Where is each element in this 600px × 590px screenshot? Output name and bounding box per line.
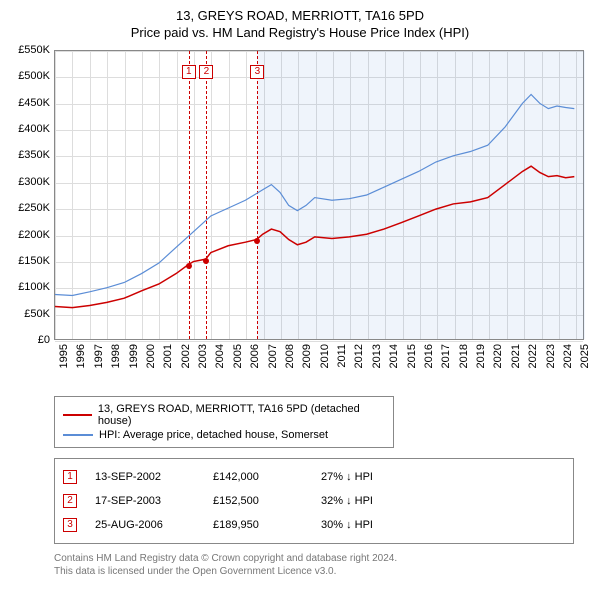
gridline-h	[55, 341, 583, 342]
x-axis-label: 2008	[284, 344, 296, 368]
x-axis-label: 2015	[406, 344, 418, 368]
x-axis-label: 2002	[180, 344, 192, 368]
chart-area: 123 £0 £50K £100K £150K £200K £250K £300K £350K…	[10, 46, 590, 386]
chart-title: 13, GREYS ROAD, MERRIOTT, TA16 5PD	[10, 8, 590, 23]
sale-marker-badge: 2	[63, 494, 77, 508]
sale-point	[186, 263, 192, 269]
x-axis-label: 2020	[492, 344, 504, 368]
y-axis-label: £400K	[10, 123, 50, 135]
x-axis-label: 2000	[145, 344, 157, 368]
legend-swatch	[63, 434, 93, 436]
chart-container: 13, GREYS ROAD, MERRIOTT, TA16 5PD Price…	[0, 0, 600, 586]
legend-label: HPI: Average price, detached house, Some…	[99, 429, 328, 441]
sale-hpi-diff: 32% ↓ HPI	[321, 495, 441, 507]
chart-legend: 13, GREYS ROAD, MERRIOTT, TA16 5PD (deta…	[54, 396, 394, 448]
y-axis-label: £200K	[10, 229, 50, 241]
y-axis-label: £250K	[10, 202, 50, 214]
sales-table: 1 13-SEP-2002 £142,000 27% ↓ HPI 2 17-SEP-200…	[54, 458, 574, 544]
y-axis-label: £450K	[10, 97, 50, 109]
y-axis-label: £100K	[10, 281, 50, 293]
x-axis-label: 2013	[371, 344, 383, 368]
x-axis-label: 2003	[197, 344, 209, 368]
x-axis-label: 2021	[510, 344, 522, 368]
x-axis-label: 2025	[579, 344, 591, 368]
sale-hpi-diff: 27% ↓ HPI	[321, 471, 441, 483]
x-axis-label: 2009	[301, 344, 313, 368]
legend-swatch	[63, 414, 92, 416]
x-axis-label: 2011	[336, 344, 348, 368]
sale-hpi-diff: 30% ↓ HPI	[321, 519, 441, 531]
x-axis-label: 2001	[162, 344, 174, 368]
y-axis-label: £0	[10, 334, 50, 346]
x-axis-label: 2022	[527, 344, 539, 368]
x-axis-label: 2006	[249, 344, 261, 368]
x-axis-label: 2007	[267, 344, 279, 368]
attribution-line: This data is licensed under the Open Gov…	[54, 565, 574, 578]
x-axis-label: 2023	[545, 344, 557, 368]
x-axis-label: 2010	[319, 344, 331, 368]
x-axis-label: 1998	[110, 344, 122, 368]
y-axis-label: £550K	[10, 44, 50, 56]
legend-item: 13, GREYS ROAD, MERRIOTT, TA16 5PD (deta…	[63, 402, 385, 428]
sale-point	[254, 238, 260, 244]
x-axis-label: 1999	[128, 344, 140, 368]
sale-price: £189,950	[213, 519, 303, 531]
chart-subtitle: Price paid vs. HM Land Registry's House …	[10, 25, 590, 40]
x-axis-label: 2005	[232, 344, 244, 368]
x-axis-label: 2017	[440, 344, 452, 368]
sale-date: 25-AUG-2006	[95, 519, 195, 531]
x-axis-label: 2019	[475, 344, 487, 368]
x-axis-label: 2016	[423, 344, 435, 368]
legend-item: HPI: Average price, detached house, Some…	[63, 428, 385, 442]
x-axis-label: 2012	[353, 344, 365, 368]
x-axis-label: 1996	[75, 344, 87, 368]
table-row: 2 17-SEP-2003 £152,500 32% ↓ HPI	[63, 489, 565, 513]
x-axis-label: 2024	[562, 344, 574, 368]
sale-point	[203, 258, 209, 264]
sale-price: £152,500	[213, 495, 303, 507]
series-line-hpi	[55, 94, 574, 295]
y-axis-label: £350K	[10, 149, 50, 161]
table-row: 1 13-SEP-2002 £142,000 27% ↓ HPI	[63, 465, 565, 489]
legend-label: 13, GREYS ROAD, MERRIOTT, TA16 5PD (deta…	[98, 403, 385, 427]
line-chart-svg	[55, 51, 583, 339]
attribution-line: Contains HM Land Registry data © Crown c…	[54, 552, 574, 565]
x-axis-label: 2018	[458, 344, 470, 368]
sale-marker-badge: 1	[63, 470, 77, 484]
sale-date: 13-SEP-2002	[95, 471, 195, 483]
attribution-text: Contains HM Land Registry data © Crown c…	[54, 552, 574, 578]
sale-price: £142,000	[213, 471, 303, 483]
sale-date: 17-SEP-2003	[95, 495, 195, 507]
x-axis-label: 1995	[58, 344, 70, 368]
y-axis-label: £500K	[10, 70, 50, 82]
series-line-price_paid	[55, 166, 574, 307]
y-axis-label: £150K	[10, 255, 50, 267]
x-axis-label: 2004	[214, 344, 226, 368]
y-axis-label: £300K	[10, 176, 50, 188]
table-row: 3 25-AUG-2006 £189,950 30% ↓ HPI	[63, 513, 565, 537]
x-axis-label: 2014	[388, 344, 400, 368]
x-axis-label: 1997	[93, 344, 105, 368]
plot-region: 123	[54, 50, 584, 340]
sale-marker-badge: 3	[63, 518, 77, 532]
y-axis-label: £50K	[10, 308, 50, 320]
